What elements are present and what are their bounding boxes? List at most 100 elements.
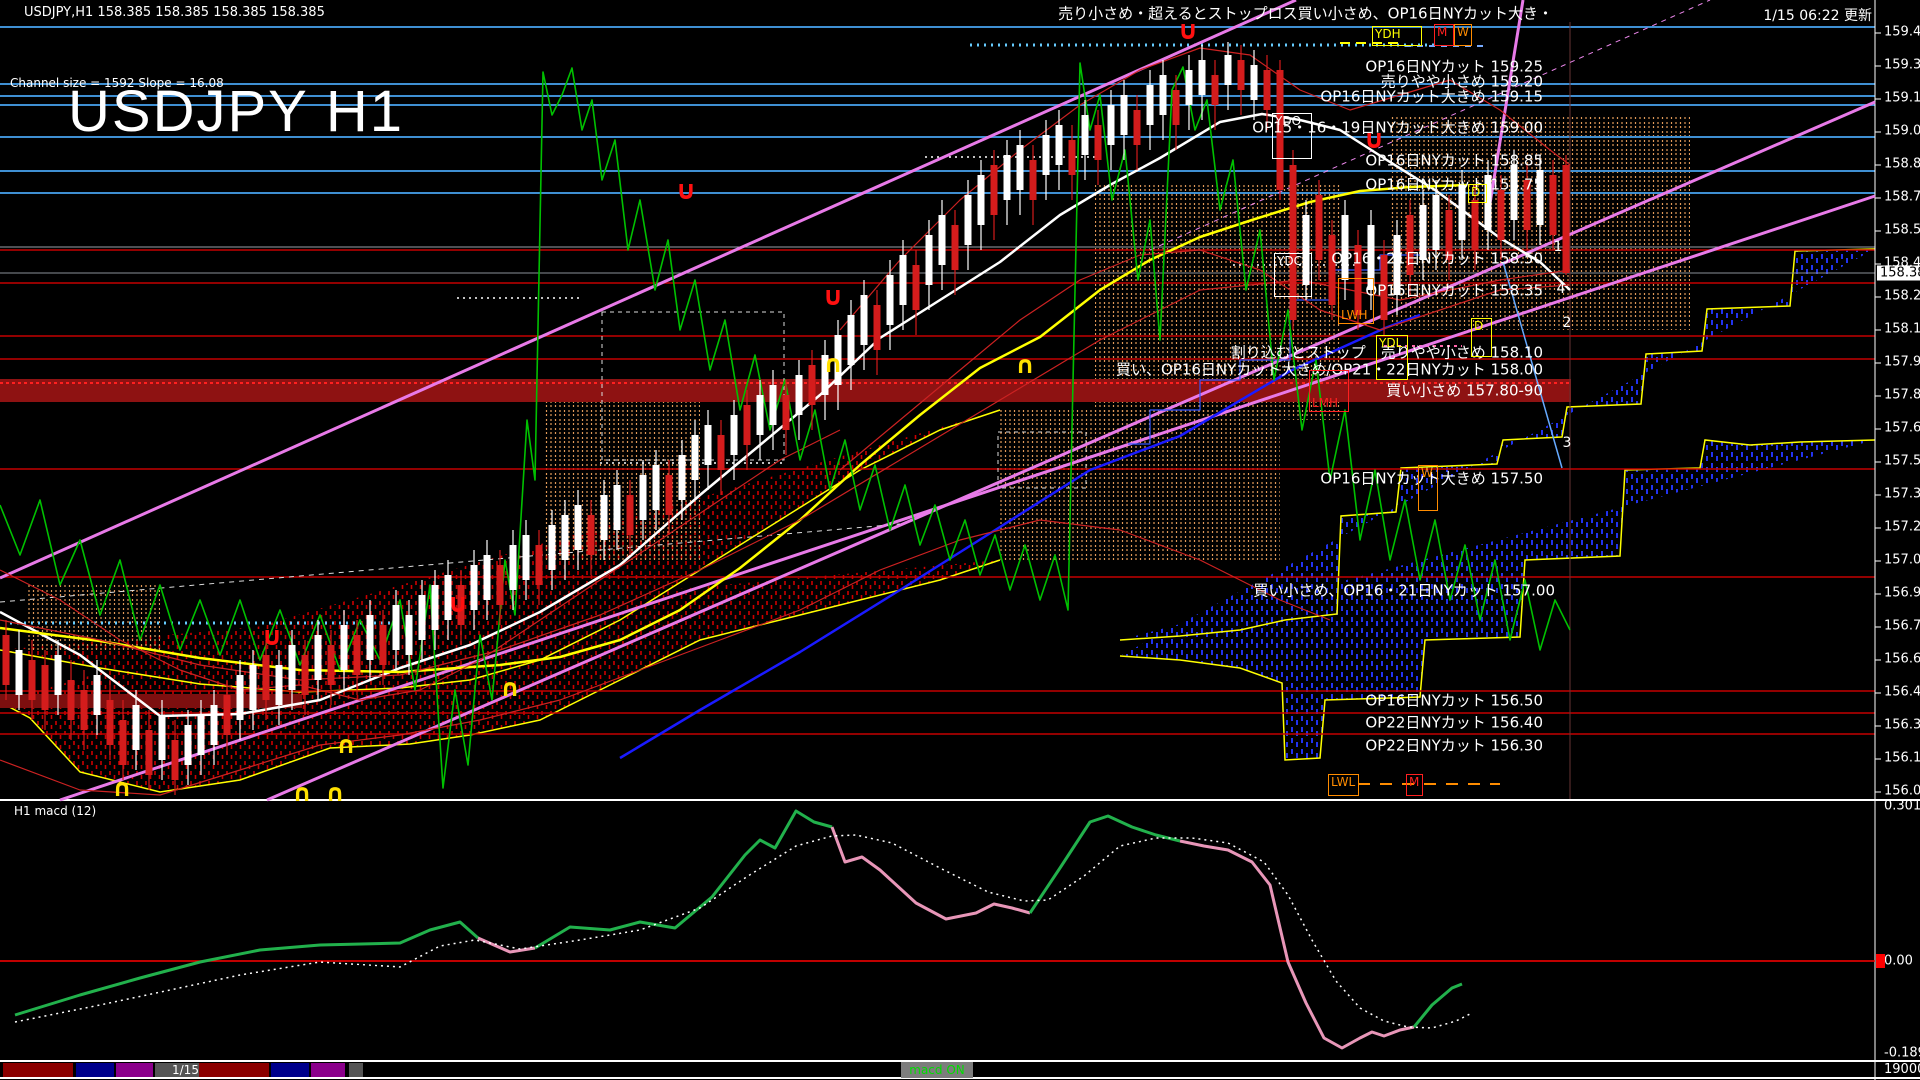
candle bbox=[262, 655, 270, 700]
candle bbox=[1276, 70, 1284, 190]
session-box-label: M bbox=[1409, 775, 1420, 789]
candle bbox=[691, 435, 699, 480]
price-axis-label: 159.330 bbox=[1875, 58, 1920, 73]
candle bbox=[301, 655, 309, 695]
candle bbox=[912, 265, 920, 310]
candle bbox=[652, 465, 660, 510]
candle bbox=[756, 395, 764, 435]
candle bbox=[1432, 195, 1440, 250]
price-axis-label: 156.930 bbox=[1875, 586, 1920, 601]
candle bbox=[1016, 145, 1024, 190]
candle bbox=[1055, 125, 1063, 165]
orange-hatch-region bbox=[545, 390, 700, 560]
candle bbox=[587, 515, 595, 555]
candle bbox=[288, 645, 296, 690]
timeline-segment[interactable] bbox=[3, 1063, 73, 1077]
timeline-segment[interactable] bbox=[155, 1063, 199, 1077]
buy-marker: ∩ bbox=[823, 350, 843, 378]
candle bbox=[1510, 165, 1518, 220]
candle bbox=[860, 295, 868, 345]
price-axis-label: 157.980 bbox=[1875, 355, 1920, 370]
timeline-segment[interactable] bbox=[76, 1063, 114, 1077]
price-axis-label: 159.480 bbox=[1875, 25, 1920, 40]
candle bbox=[327, 645, 335, 685]
candle bbox=[1029, 160, 1037, 200]
price-annotation: 割り込むとストップ 売りやや小さめ 158.10 bbox=[1230, 343, 1543, 362]
price-axis-label: 157.380 bbox=[1875, 487, 1920, 502]
timeline-segment[interactable] bbox=[349, 1063, 363, 1077]
macd-line bbox=[1412, 982, 1463, 1028]
candle bbox=[1302, 215, 1310, 285]
candle bbox=[132, 705, 140, 750]
macd-line bbox=[477, 936, 536, 954]
price-annotation: OP16日NYカット 158.75 bbox=[1365, 175, 1543, 194]
candle bbox=[574, 505, 582, 550]
macd-line bbox=[1028, 814, 1181, 914]
candle bbox=[665, 475, 673, 515]
candle bbox=[964, 195, 972, 245]
price-axis-label: 156.330 bbox=[1875, 718, 1920, 733]
macd-pane bbox=[0, 809, 1875, 1050]
buy-marker: ∩ bbox=[292, 779, 312, 807]
candle bbox=[990, 165, 998, 215]
candle bbox=[834, 335, 842, 385]
macd-line bbox=[1179, 839, 1415, 1050]
fan-line-number: 4 bbox=[1557, 281, 1566, 297]
candle bbox=[67, 680, 75, 720]
timeline-segment[interactable] bbox=[271, 1063, 309, 1077]
candle bbox=[847, 315, 855, 365]
top-annotation: 売り小さめ・超えるとストップロス買い小さめ、OP16日NYカット大き・ bbox=[1058, 4, 1553, 23]
price-axis-label: 156.180 bbox=[1875, 751, 1920, 766]
candle bbox=[561, 515, 569, 560]
candle bbox=[1289, 165, 1297, 320]
session-box-lwl: LWL bbox=[1328, 774, 1359, 796]
sell-marker: ∪ bbox=[261, 622, 282, 652]
candle bbox=[366, 615, 374, 660]
candle bbox=[1549, 175, 1557, 235]
candle bbox=[873, 305, 881, 350]
candle bbox=[1211, 75, 1219, 105]
candle bbox=[353, 635, 361, 675]
candle bbox=[1094, 125, 1102, 160]
candle bbox=[1406, 215, 1414, 275]
price-axis-label: 157.830 bbox=[1875, 388, 1920, 403]
trend-line bbox=[59, 194, 1876, 802]
macd-axis-label: -0.189 bbox=[1884, 1045, 1920, 1061]
sell-marker: ∪ bbox=[822, 282, 843, 312]
macd-toggle-button[interactable]: macd ON bbox=[901, 1062, 973, 1078]
price-annotation: OP16日NYカット 156.50 bbox=[1365, 691, 1543, 710]
candle bbox=[1107, 105, 1115, 145]
fan-line-number: 1 bbox=[1554, 239, 1563, 255]
candle bbox=[1185, 70, 1193, 105]
session-box-ydl: YDL bbox=[1376, 335, 1408, 380]
candle bbox=[275, 665, 283, 705]
candle bbox=[1315, 195, 1323, 260]
candle bbox=[1133, 110, 1141, 145]
candle bbox=[457, 585, 465, 625]
candle bbox=[522, 535, 530, 580]
price-axis-label: 158.280 bbox=[1875, 289, 1920, 304]
candle bbox=[1536, 170, 1544, 225]
price-annotation: OP16日NYカット大きめ 157.50 bbox=[1320, 469, 1543, 488]
channel-info-label: Channel size = 1592 Slope = 16.08 bbox=[10, 76, 224, 90]
buy-marker: ∩ bbox=[336, 731, 356, 759]
candle bbox=[535, 545, 543, 585]
candle bbox=[1250, 65, 1258, 100]
candle bbox=[249, 665, 257, 710]
session-box-label: D bbox=[1471, 185, 1481, 199]
price-axis-label: 157.080 bbox=[1875, 553, 1920, 568]
blue-kumo-cloud bbox=[1120, 249, 1875, 760]
candle bbox=[54, 655, 62, 695]
volume-scale-label: 190000 bbox=[1884, 1062, 1920, 1077]
session-box-label: W bbox=[1421, 466, 1433, 480]
timeline-segment[interactable] bbox=[199, 1063, 269, 1077]
price-annotation: 買い小さめ、OP16・21日NYカット 157.00 bbox=[1253, 581, 1555, 600]
session-box-label: YDH bbox=[1375, 27, 1401, 41]
candle bbox=[158, 715, 166, 760]
timeline-segment[interactable] bbox=[311, 1063, 345, 1077]
candle bbox=[613, 485, 621, 530]
candle bbox=[1484, 175, 1492, 230]
timeline-segment[interactable] bbox=[116, 1063, 153, 1077]
candle bbox=[236, 675, 244, 720]
